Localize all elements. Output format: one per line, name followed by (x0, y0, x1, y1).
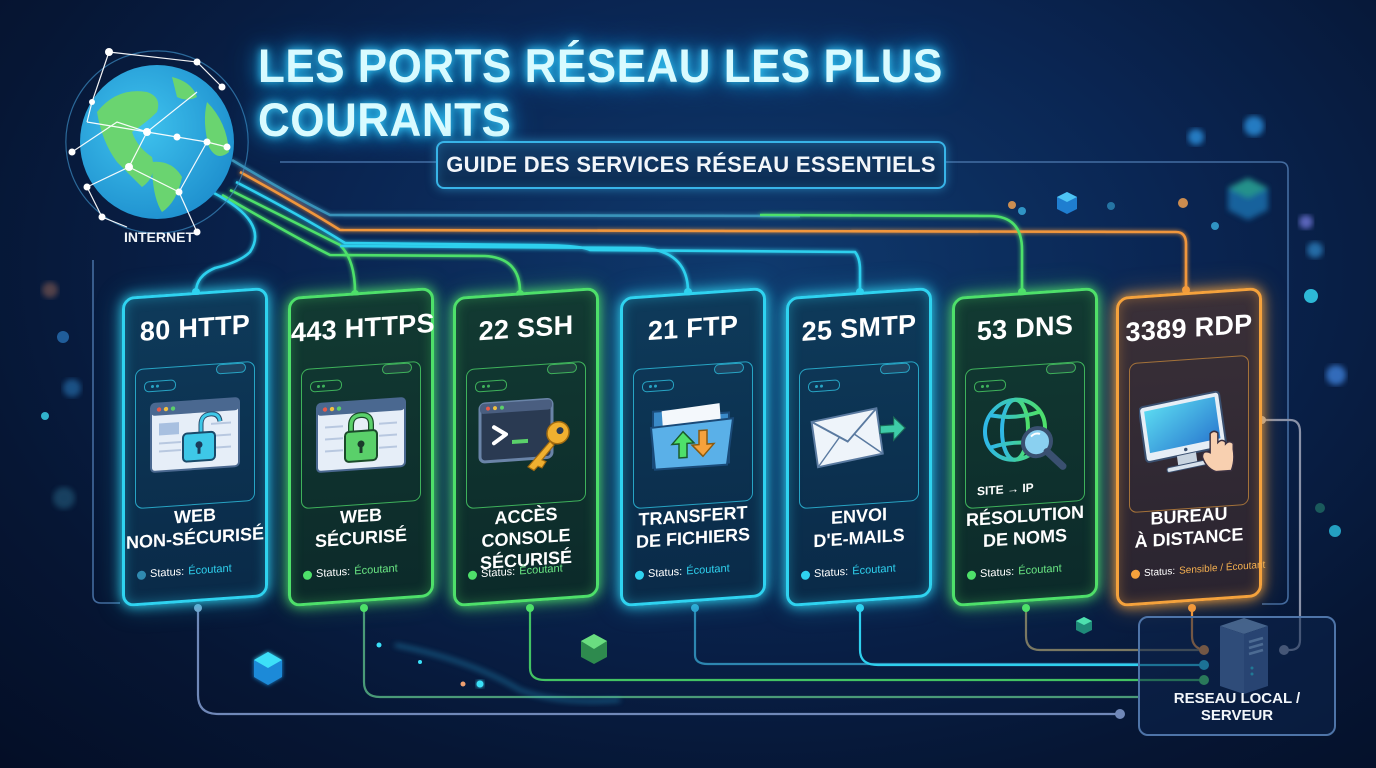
status-indicator: Status: Écoutant (967, 560, 1091, 581)
status-indicator: Status: Écoutant (801, 560, 925, 581)
status-dot-icon (468, 569, 477, 580)
port-label: 53 DNS (976, 309, 1074, 347)
port-description: WEB NON-SÉCURISÉ (125, 504, 264, 553)
status-dot-icon (801, 569, 810, 580)
status-value: Sensible / Écoutant (1179, 559, 1266, 577)
status-value: Écoutant (519, 562, 563, 578)
port-card-smtp[interactable]: 25 SMTP ENVOI D'E-MAILS Status: Écoutant (786, 286, 932, 608)
status-indicator: Status: Écoutant (635, 560, 759, 581)
bokeh-particles (41, 116, 1346, 537)
lan-server-label: RESEAU LOCAL / SERVEUR (1173, 690, 1301, 724)
globe-network-icon (65, 48, 249, 236)
port-card-https[interactable]: 443 HTTPS WEB SÉCURISÉ Status: Écoutant (288, 286, 435, 608)
status-dot-icon (1131, 569, 1140, 580)
status-dot-icon (303, 569, 312, 580)
status-value: Écoutant (188, 562, 232, 578)
page-title: LES PORTS RÉSEAU LES PLUS COURANTS (258, 39, 943, 147)
browser-locked-padlock-icon (311, 388, 411, 483)
status-indicator: Status: Écoutant (303, 560, 427, 581)
port-card-dns[interactable]: 53 DNS SITE → IP RÉSOLUTION DE NOMS (952, 286, 1098, 608)
port-label: 3389 RDP (1125, 308, 1253, 348)
port-description: BUREAU À DISTANCE (1134, 503, 1244, 552)
decorative-cubes (254, 178, 1268, 685)
subtitle-banner: GUIDE DES SERVICES RÉSEAU ESSENTIELS (436, 141, 946, 189)
status-indicator: Status: Sensible / Écoutant (1131, 560, 1265, 580)
port-description: ENVOI D'E-MAILS (813, 504, 905, 552)
terminal-key-icon (476, 388, 576, 483)
status-dot-icon (137, 569, 146, 580)
status-value: Écoutant (686, 562, 730, 578)
port-card-ssh[interactable]: 22 SSH ACCÈS CONSOLE SÉCURISÉ Status: Éc… (453, 286, 599, 608)
port-label: 22 SSH (478, 309, 574, 347)
port-card-rdp[interactable]: 3389 RDP BUREAU À DISTANCE Status: (1116, 286, 1265, 608)
envelope-send-icon (809, 388, 909, 483)
port-card-ftp[interactable]: 21 FTP TRANSFERT DE FICHIERS Status: Éco… (620, 286, 766, 608)
monitor-remote-touch-icon (1139, 388, 1239, 483)
port-description: TRANSFERT DE FICHIERS (635, 502, 750, 552)
status-value: Écoutant (1018, 562, 1062, 578)
port-card-http[interactable]: 80 HTTP WEB NON-SÉCURISÉ Status: Écoutan… (122, 286, 268, 608)
status-indicator: Status: Écoutant (137, 560, 261, 581)
internet-label: INTERNET (124, 229, 194, 245)
status-value: Écoutant (354, 562, 398, 578)
lan-server-box: RESEAU LOCAL / SERVEUR (1138, 616, 1336, 736)
status-dot-icon (967, 569, 976, 580)
port-label: 443 HTTPS (291, 307, 435, 348)
status-value: Écoutant (852, 562, 896, 578)
port-description: WEB SÉCURISÉ (314, 504, 408, 552)
globe-magnifier-icon (975, 388, 1075, 483)
status-dot-icon (635, 569, 644, 580)
browser-unlocked-padlock-icon (145, 388, 245, 483)
folder-transfer-icon (643, 388, 743, 483)
port-label: 80 HTTP (139, 309, 251, 347)
port-description: RÉSOLUTION DE NOMS (965, 501, 1084, 551)
subtitle-text: GUIDE DES SERVICES RÉSEAU ESSENTIELS (446, 152, 936, 177)
port-label: 25 SMTP (801, 308, 917, 348)
port-label: 21 FTP (647, 309, 739, 347)
